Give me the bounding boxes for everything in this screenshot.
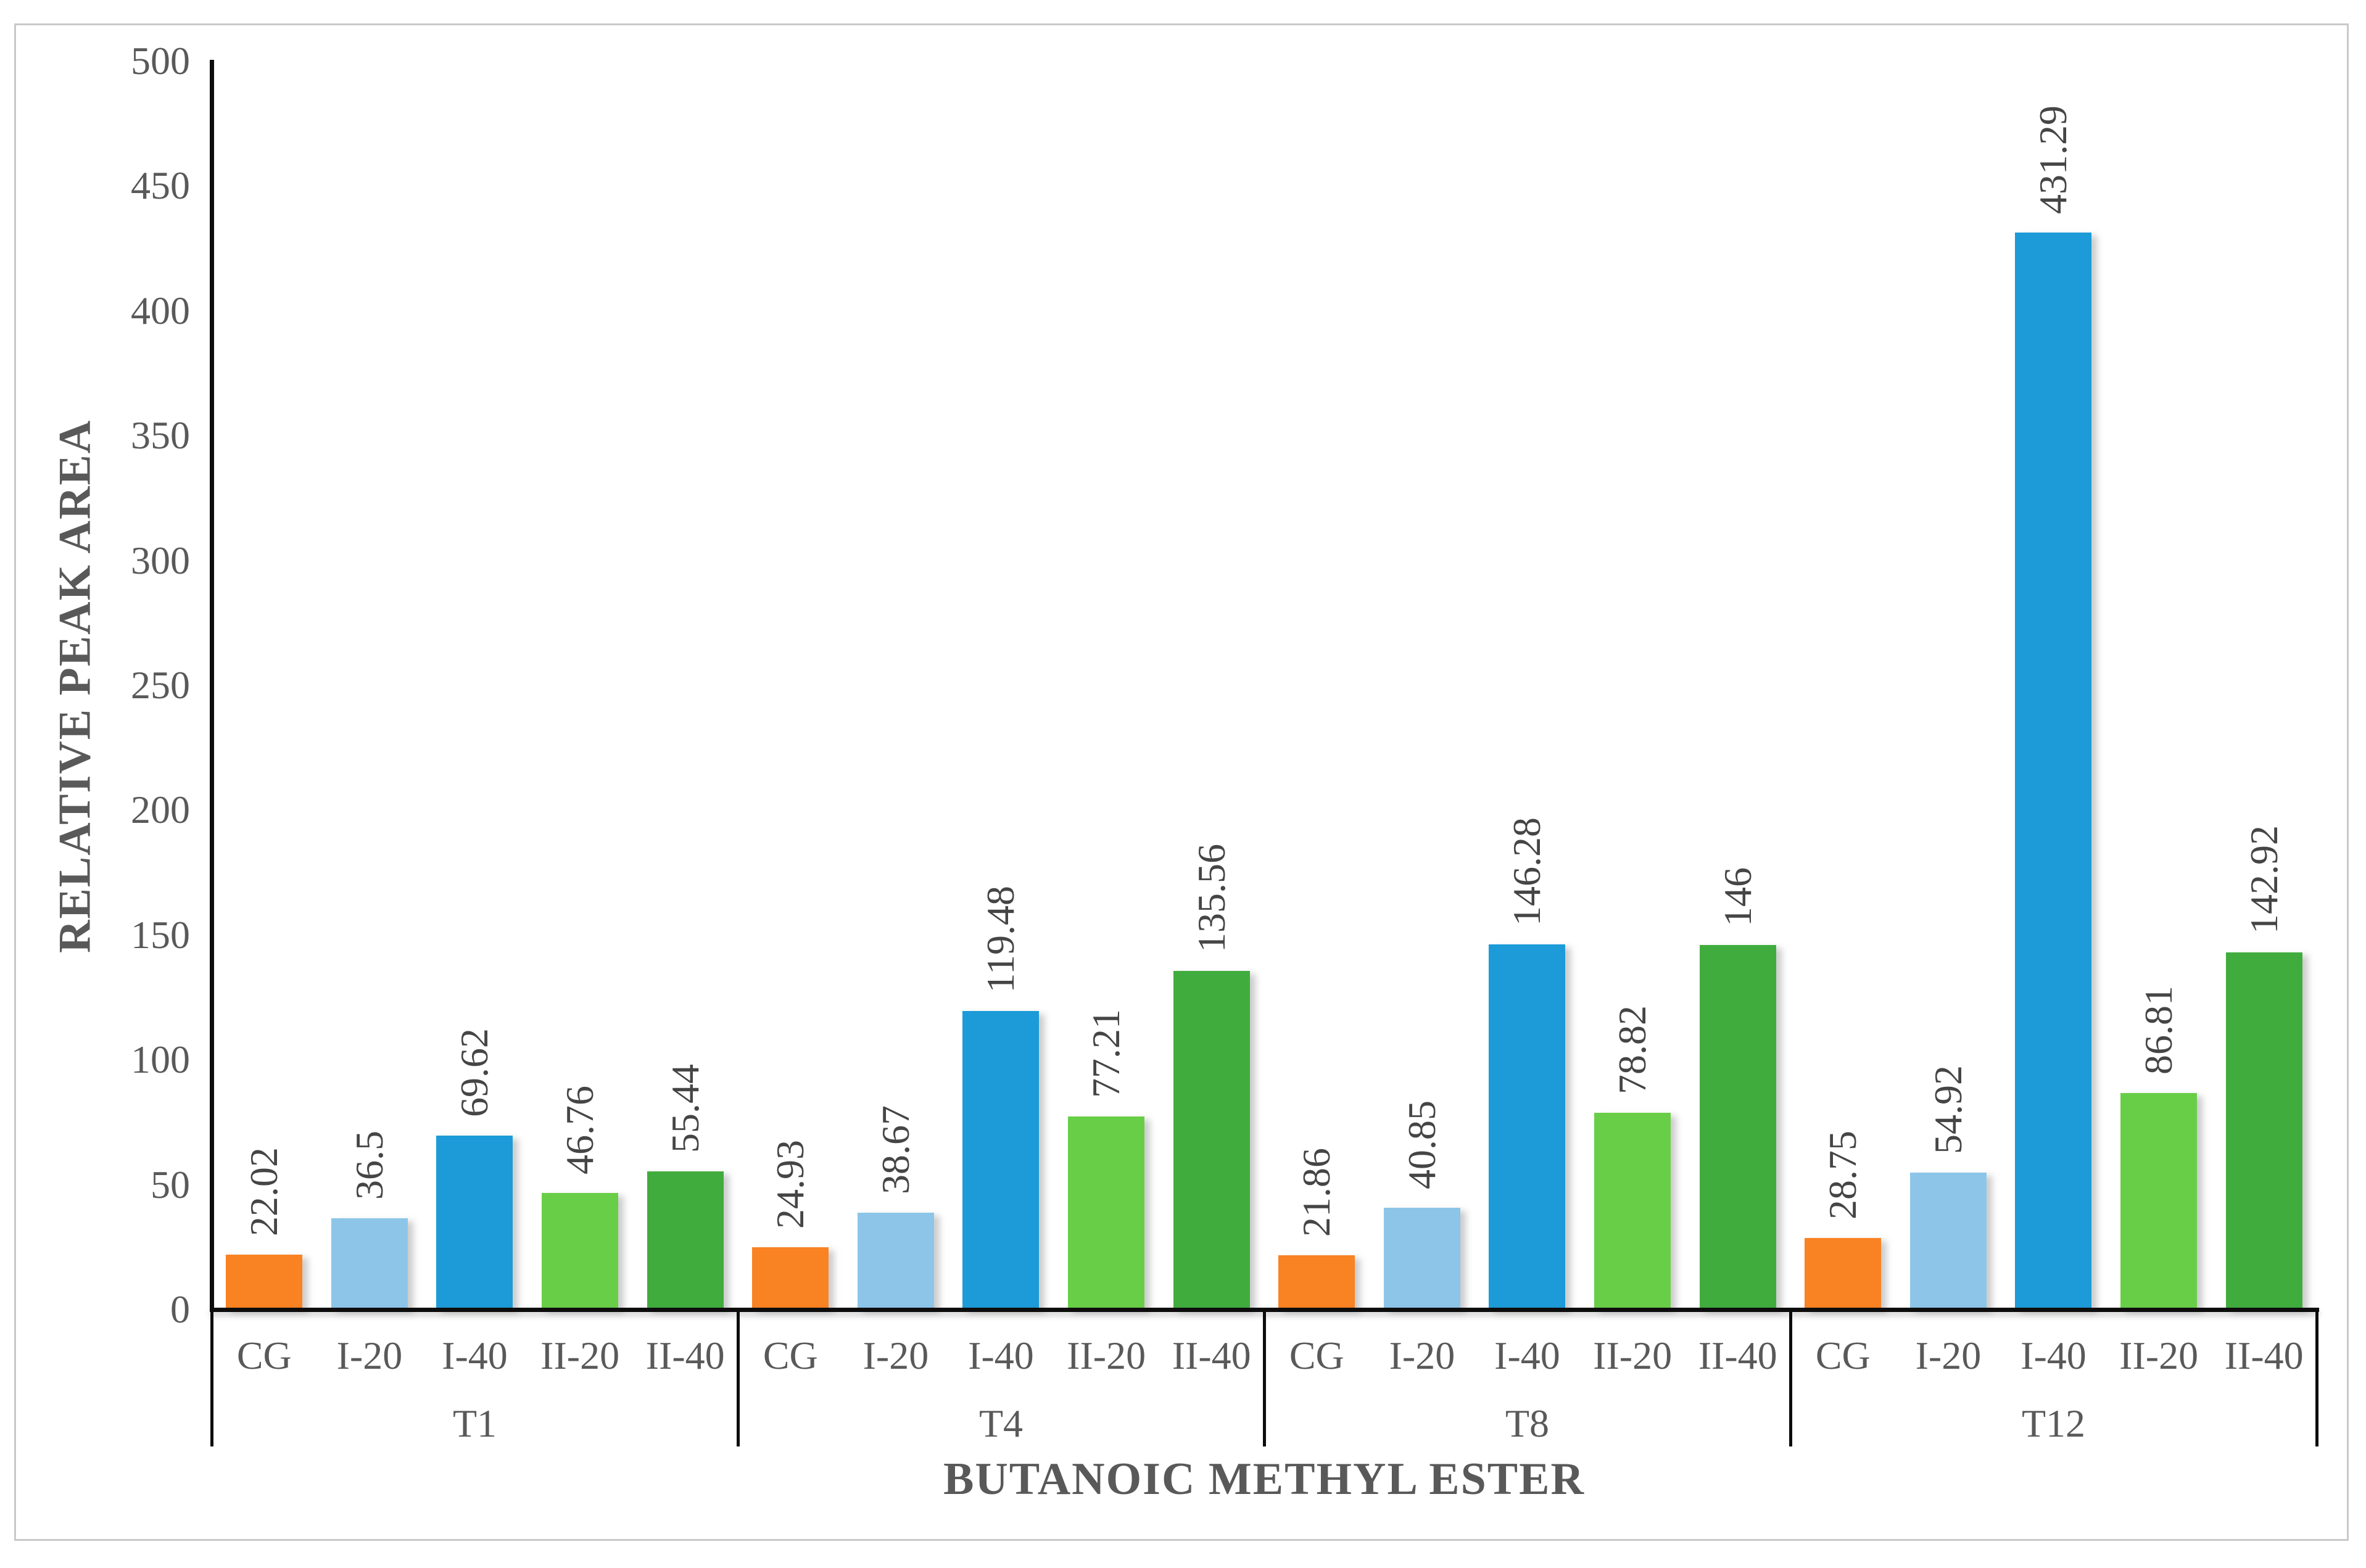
category-label: I-20 [336,1334,403,1377]
bar-T12-II-40 [2225,952,2302,1310]
bar-slot: 24.93 [738,61,843,1310]
y-tick-label: 200 [131,788,190,832]
bar-slot: 119.48 [948,61,1054,1310]
y-tick-label: 450 [131,163,190,208]
bar-slot: 22.02 [212,61,317,1310]
category-label: I-20 [1389,1334,1455,1377]
bar-T8-CG [1278,1255,1355,1310]
group-divider [210,1310,213,1446]
bar-slot: 77.21 [1054,61,1159,1310]
category-label: CG [1815,1334,1871,1377]
y-tick-label: 500 [131,39,190,83]
bar-slot: 36.5 [317,61,423,1310]
category-label: II-20 [1067,1334,1146,1377]
bar-T4-II-20 [1068,1116,1145,1310]
bar-slot: 146 [1685,61,1790,1310]
bar-slot: 55.44 [632,61,738,1310]
y-axis-tick-labels: 500 450 400 350 300 250 200 150 100 50 0 [0,0,190,1568]
bar-slot: 69.62 [422,61,527,1310]
category-label: I-40 [968,1334,1034,1377]
bar-slot: 146.28 [1475,61,1580,1310]
y-tick-label: 300 [131,538,190,582]
group-divider [737,1310,740,1446]
group-divider [1789,1310,1792,1446]
bar-slot: 54.92 [1896,61,2001,1310]
bar-slot: 431.29 [2001,61,2106,1310]
y-tick-label: 150 [131,912,190,957]
bar-T1-II-20 [542,1192,619,1310]
bar-T4-II-40 [1173,971,1250,1310]
bar-slot: 78.82 [1580,61,1686,1310]
category-label: I-40 [2021,1334,2087,1377]
bar-slot: 86.81 [2106,61,2212,1310]
category-label: CG [1289,1334,1344,1377]
category-label: CG [763,1334,818,1377]
category-label: II-40 [645,1334,725,1377]
category-label: CG [236,1334,292,1377]
y-tick-label: 0 [170,1287,190,1331]
bar-T4-I-20 [857,1213,934,1310]
group-label-T8: T8 [1505,1401,1550,1445]
category-label: I-20 [1915,1334,1982,1377]
bar-slot: 40.85 [1370,61,1475,1310]
bar-slot: 38.67 [843,61,949,1310]
category-label: II-20 [540,1334,620,1377]
x-axis-title: BUTANOIC METHYL ESTER [943,1454,1585,1504]
y-tick-label: 250 [131,663,190,707]
bar-T4-CG [752,1247,829,1310]
y-tick-label: 100 [131,1038,190,1082]
bar-T12-I-40 [2015,233,2092,1310]
bar-T1-I-20 [331,1218,408,1310]
category-label: II-40 [2224,1334,2304,1377]
bar-T1-I-40 [436,1136,513,1310]
bar-T8-II-40 [1699,945,1776,1310]
bar-T8-I-40 [1489,944,1566,1310]
category-label: I-20 [862,1334,929,1377]
group-label-T4: T4 [978,1401,1024,1445]
bar-T12-I-20 [1909,1172,1987,1310]
y-axis-line [210,60,214,1312]
bar-slot: 142.92 [2211,61,2317,1310]
bar-slot: 28.75 [1790,61,1896,1310]
category-label: II-20 [1593,1334,1673,1377]
bar-slot: 21.86 [1264,61,1370,1310]
group-divider [2315,1310,2318,1446]
bar-slot: 46.76 [527,61,633,1310]
group-label-T1: T1 [452,1401,497,1445]
bar-T8-II-20 [1594,1112,1671,1310]
y-tick-label: 400 [131,288,190,332]
y-tick-label: 350 [131,413,190,458]
category-label: II-20 [2119,1334,2199,1377]
category-label: II-40 [1698,1334,1777,1377]
bar-T12-CG [1805,1237,1882,1310]
group-label-T12: T12 [2021,1401,2086,1445]
category-label: II-40 [1172,1334,1251,1377]
y-tick-label: 50 [151,1162,190,1207]
category-label: I-40 [1494,1334,1560,1377]
bar-T8-I-20 [1383,1207,1460,1310]
group-divider [1263,1310,1266,1446]
category-label: I-40 [442,1334,508,1377]
bar-T1-CG [226,1254,303,1310]
bar-T4-I-40 [962,1011,1040,1310]
bar-T12-II-20 [2120,1092,2198,1310]
bar-slot: 135.56 [1159,61,1264,1310]
bar-T1-II-40 [647,1171,724,1310]
